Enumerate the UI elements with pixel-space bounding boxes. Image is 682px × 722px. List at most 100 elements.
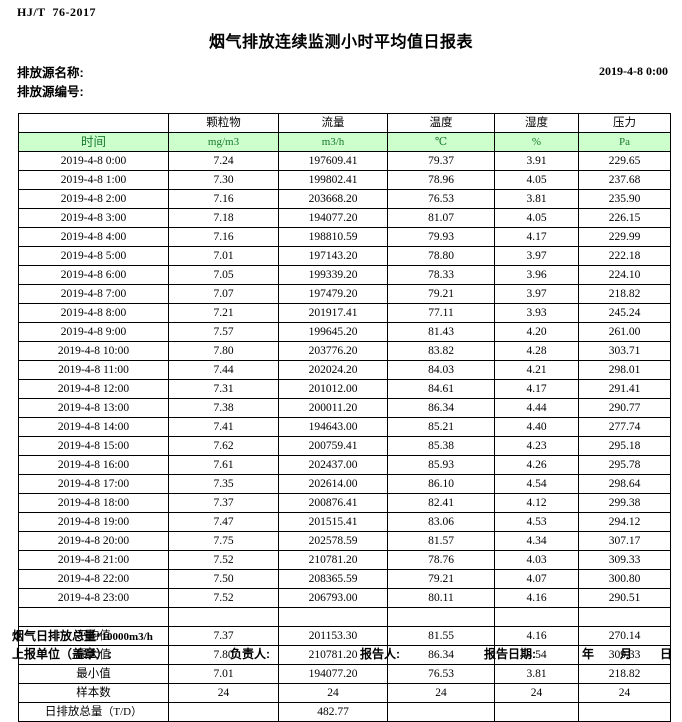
cell-temperature: 81.43 [387, 322, 495, 342]
cell-humidity: 4.53 [494, 512, 579, 532]
cell-flow: 194643.00 [278, 417, 388, 437]
cell-flow: 203776.20 [278, 341, 388, 361]
table-row: 2019-4-8 5:00 7.01 197143.20 78.80 3.97 222.1… [18, 246, 671, 266]
summary-row: 样本数 24 24 24 24 24 [18, 683, 671, 703]
cell-pm: 7.37 [168, 493, 279, 513]
table-row: 2019-4-8 11:00 7.44 202024.20 84.03 4.21 298.… [18, 360, 671, 380]
table-row: 2019-4-8 6:00 7.05 199339.20 78.33 3.96 224.1… [18, 265, 671, 285]
cell-time: 2019-4-8 5:00 [18, 246, 169, 266]
cell-pm: 7.52 [168, 588, 279, 608]
blank-cell [278, 607, 388, 627]
cell-flow: 210781.20 [278, 645, 388, 665]
cell-time: 2019-4-8 12:00 [18, 379, 169, 399]
cell-temperature: 24 [387, 683, 495, 703]
cell-pressure: 300.80 [578, 569, 671, 589]
cell-humidity: 4.03 [494, 550, 579, 570]
table-row: 2019-4-8 12:00 7.31 201012.00 84.61 4.17 291.… [18, 379, 671, 399]
daily-total-label: 日排放总量（T/D） [18, 702, 169, 722]
footer-note-unit: *10000m3/h [96, 631, 153, 643]
cell-time: 2019-4-8 9:00 [18, 322, 169, 342]
cell-pressure: 218.82 [578, 284, 671, 304]
cell-pressure: 298.64 [578, 474, 671, 494]
cell-flow: 201917.41 [278, 303, 388, 323]
cell-pressure: 226.15 [578, 208, 671, 228]
cell-pm: 7.01 [168, 246, 279, 266]
cell-time: 2019-4-8 11:00 [18, 360, 169, 380]
cell-humidity: 4.12 [494, 493, 579, 513]
cell-flow: 194077.20 [278, 208, 388, 228]
cell-pressure: 235.90 [578, 189, 671, 209]
cell-humidity: 3.93 [494, 303, 579, 323]
cell-temperature: 79.93 [387, 227, 495, 247]
cell-time: 2019-4-8 21:00 [18, 550, 169, 570]
table-row: 2019-4-8 18:00 7.37 200876.41 82.41 4.12 299.… [18, 493, 671, 513]
cell-time: 2019-4-8 10:00 [18, 341, 169, 361]
corner-blank-cell [18, 113, 169, 133]
cell-flow: 206793.00 [278, 588, 388, 608]
cell-humidity: 3.81 [494, 189, 579, 209]
cell-humidity: 4.16 [494, 588, 579, 608]
cell-flow: 208365.59 [278, 569, 388, 589]
footer-note: 烟气日排放总量*10000m3/h [12, 627, 153, 644]
cell-time: 2019-4-8 19:00 [18, 512, 169, 532]
cell-humidity: 4.40 [494, 417, 579, 437]
unit-pm: mg/m3 [168, 132, 279, 152]
cell-humidity: 4.05 [494, 208, 579, 228]
daily-total-label-main: 日排放总量 [44, 706, 103, 718]
unit-temperature: ℃ [387, 132, 495, 152]
table-row: 2019-4-8 13:00 7.38 200011.20 86.34 4.44 290.… [18, 398, 671, 418]
cell-pressure: 295.18 [578, 436, 671, 456]
cell-time: 2019-4-8 22:00 [18, 569, 169, 589]
cell-time: 2019-4-8 4:00 [18, 227, 169, 247]
emission-source-name-label: 排放源名称: [17, 66, 84, 80]
emission-source-code-label: 排放源编号: [17, 85, 84, 99]
table-row: 2019-4-8 2:00 7.16 203668.20 76.53 3.81 235.9… [18, 189, 671, 209]
cell-time: 2019-4-8 1:00 [18, 170, 169, 190]
cell-temperature: 86.10 [387, 474, 495, 494]
cell-pm: 7.16 [168, 189, 279, 209]
cell-pressure: 291.41 [578, 379, 671, 399]
cell-pm: 7.61 [168, 455, 279, 475]
cell-humidity: 4.54 [494, 645, 579, 665]
cell-temperature: 79.37 [387, 151, 495, 171]
cell-pm: 7.62 [168, 436, 279, 456]
cell-pm: 7.01 [168, 664, 279, 684]
column-header-flow: 流量 [278, 113, 388, 133]
cell-humidity: 3.96 [494, 265, 579, 285]
cell-pressure: 229.99 [578, 227, 671, 247]
cell-pm: 7.05 [168, 265, 279, 285]
cell-pm: 7.38 [168, 398, 279, 418]
cell-pm: 7.75 [168, 531, 279, 551]
cell-temperature: 86.34 [387, 398, 495, 418]
cell-pm: 7.37 [168, 626, 279, 646]
cell-pm: 7.47 [168, 512, 279, 532]
cell-temperature: 85.38 [387, 436, 495, 456]
hourly-average-report-table: 颗粒物 流量 温度 湿度 压力 时间 mg/m3 m3/h ℃ % Pa 201… [18, 113, 671, 722]
blank-cell [18, 607, 169, 627]
cell-temperature: 81.07 [387, 208, 495, 228]
cell-humidity: 3.97 [494, 246, 579, 266]
cell-temperature: 76.53 [387, 664, 495, 684]
cell-temperature: 83.82 [387, 341, 495, 361]
cell-temperature: 79.21 [387, 284, 495, 304]
cell-pm: 7.16 [168, 227, 279, 247]
year-label: 年 [582, 647, 595, 661]
cell-flow: 201012.00 [278, 379, 388, 399]
cell-humidity: 4.26 [494, 455, 579, 475]
cell-pm [168, 702, 279, 722]
cell-pm: 7.18 [168, 208, 279, 228]
cell-pm: 7.31 [168, 379, 279, 399]
summary-row: 最小值 7.01 194077.20 76.53 3.81 218.82 [18, 664, 671, 684]
cell-pressure: 237.68 [578, 170, 671, 190]
unit-humidity: % [494, 132, 579, 152]
cell-humidity: 4.44 [494, 398, 579, 418]
report-datetime: 2019-4-8 0:00 [599, 64, 668, 78]
table-row: 2019-4-8 17:00 7.35 202614.00 86.10 4.54 298.… [18, 474, 671, 494]
cell-pm: 7.80 [168, 341, 279, 361]
daily-total-label-unit: （T/D） [102, 706, 143, 718]
page-title: 烟气排放连续监测小时平均值日报表 [208, 34, 473, 51]
reporter-label: 报告人: [360, 647, 400, 661]
cell-flow: 199802.41 [278, 170, 388, 190]
cell-temperature: 79.21 [387, 569, 495, 589]
column-header-pressure: 压力 [578, 113, 671, 133]
